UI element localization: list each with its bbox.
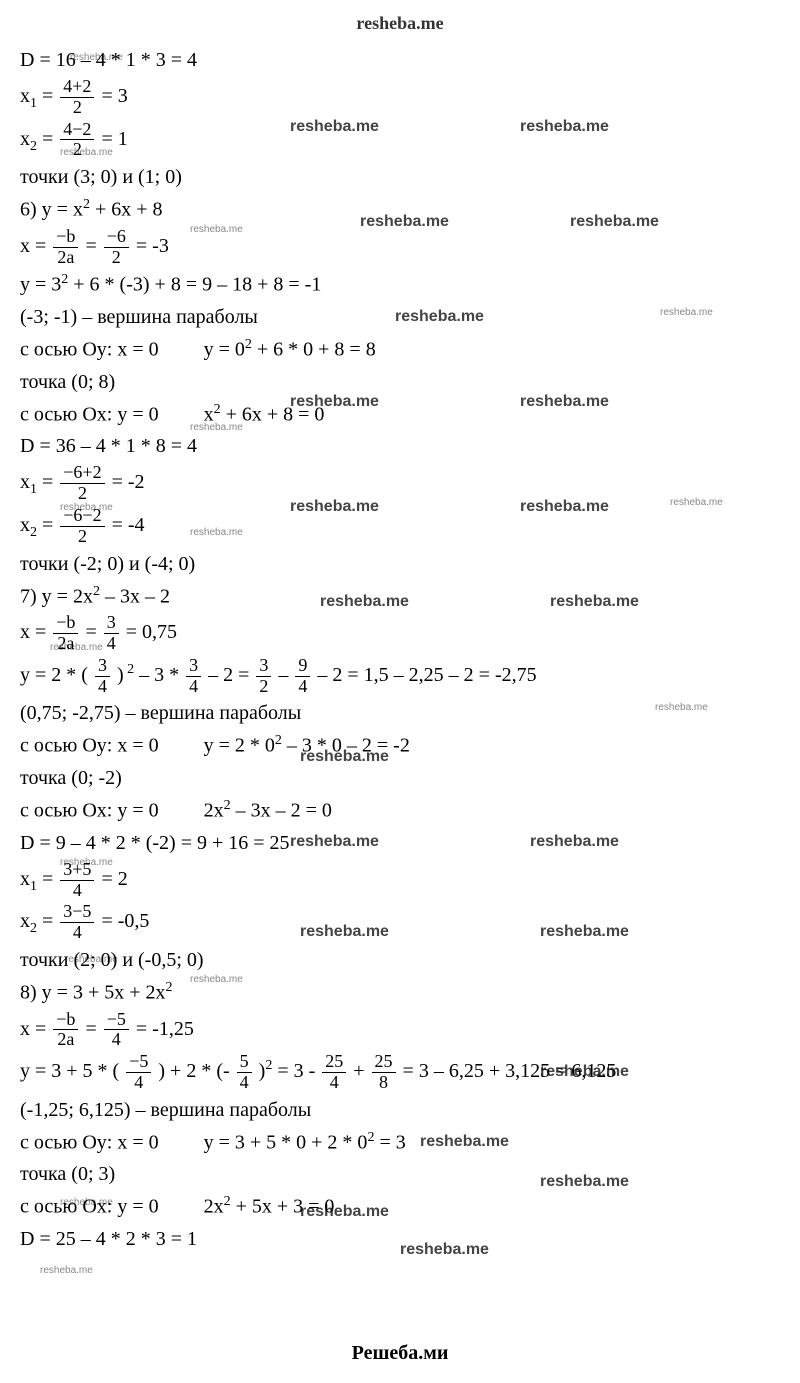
text-line: x2 = −6−22 = -4 — [20, 506, 780, 547]
text-line: x = −b2a = −62 = -3 — [20, 227, 780, 268]
text-line: точка (0; 3) — [20, 1159, 780, 1189]
text-line: с осью Oy: x = 0 y = 2 * 02 – 3 * 0 – 2 … — [20, 730, 780, 761]
text-line: 6) y = x2 + 6x + 8 — [20, 194, 780, 225]
math-content: D = 16 – 4 * 1 * 3 = 4 x1 = 4+22 = 3 x2 … — [20, 45, 780, 1254]
text-line: с осью Ox: y = 0 2x2 + 5x + 3 = 0 — [20, 1191, 780, 1222]
text-line: x2 = 3−54 = -0,5 — [20, 902, 780, 943]
text-line: точка (0; -2) — [20, 763, 780, 793]
text-line: точки (3; 0) и (1; 0) — [20, 162, 780, 192]
text-line: x = −b2a = 34 = 0,75 — [20, 613, 780, 654]
text-line: точки (-2; 0) и (-4; 0) — [20, 549, 780, 579]
text-line: y = 3 + 5 * ( −54 ) + 2 * (- 54 )2 = 3 -… — [20, 1052, 780, 1093]
text-line: x = −b2a = −54 = -1,25 — [20, 1010, 780, 1051]
text-line: точка (0; 8) — [20, 367, 780, 397]
text-line: x1 = −6+22 = -2 — [20, 463, 780, 504]
text-line: 8) y = 3 + 5x + 2x2 — [20, 977, 780, 1008]
text-line: точки (2; 0) и (-0,5; 0) — [20, 945, 780, 975]
watermark: resheba.me — [40, 1263, 93, 1278]
text-line: с осью Oy: x = 0 y = 02 + 6 * 0 + 8 = 8 — [20, 334, 780, 365]
text-line: D = 9 – 4 * 2 * (-2) = 9 + 16 = 25 — [20, 828, 780, 858]
text-line: x1 = 4+22 = 3 — [20, 77, 780, 118]
text-line: (0,75; -2,75) – вершина параболы — [20, 698, 780, 728]
text-line: с осью Ox: y = 0 x2 + 6x + 8 = 0 — [20, 399, 780, 430]
text-line: x1 = 3+54 = 2 — [20, 860, 780, 901]
text-line: D = 16 – 4 * 1 * 3 = 4 — [20, 45, 780, 75]
text-line: (-3; -1) – вершина параболы — [20, 302, 780, 332]
text-line: с осью Ox: y = 0 2x2 – 3x – 2 = 0 — [20, 795, 780, 826]
text-line: D = 36 – 4 * 1 * 8 = 4 — [20, 431, 780, 461]
text-line: y = 32 + 6 * (-3) + 8 = 9 – 18 + 8 = -1 — [20, 269, 780, 300]
text-line: x2 = 4−22 = 1 — [20, 120, 780, 161]
header-watermark: resheba.me — [20, 10, 780, 37]
text-line: (-1,25; 6,125) – вершина параболы — [20, 1095, 780, 1125]
footer-text: Решеба.ми — [0, 1338, 800, 1368]
text-line: D = 25 – 4 * 2 * 3 = 1 — [20, 1224, 780, 1254]
text-line: с осью Oy: x = 0 y = 3 + 5 * 0 + 2 * 02 … — [20, 1127, 780, 1158]
text-line: y = 2 * ( 34 ) 2 – 3 * 34 – 2 = 32 – 94 … — [20, 656, 780, 697]
text-line: 7) y = 2x2 – 3x – 2 — [20, 581, 780, 612]
